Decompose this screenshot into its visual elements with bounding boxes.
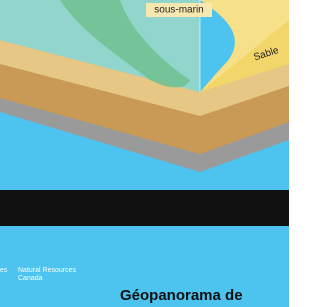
poster: sous-marin Sable es Natural Resources Ca… [0, 0, 289, 307]
agency-country: Canada [18, 275, 43, 282]
black-band [0, 190, 289, 226]
agency-prefix: es [0, 267, 8, 274]
channel-label: sous-marin [154, 5, 203, 16]
agency-name: Natural Resources [18, 267, 76, 274]
poster-title: Géopanorama de [120, 287, 243, 304]
